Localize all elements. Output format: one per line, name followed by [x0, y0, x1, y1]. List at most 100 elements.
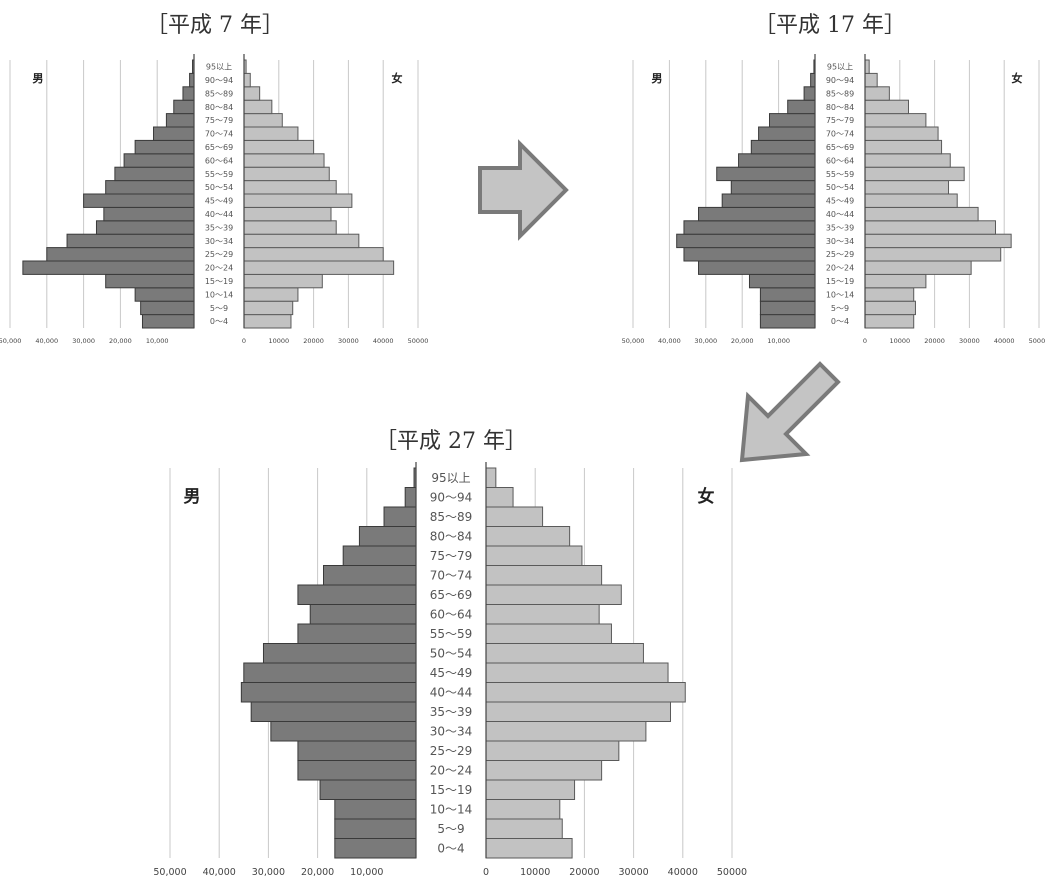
male-bar	[769, 113, 816, 128]
age-label: 35～39	[826, 223, 854, 232]
age-label: 5～9	[437, 822, 464, 836]
female-label: 女	[392, 71, 403, 85]
male-tick-label: 50,000	[0, 337, 21, 345]
male-tick-label: 40,000	[203, 867, 236, 876]
age-label: 50～54	[826, 183, 854, 192]
female-bar	[243, 314, 292, 329]
female-bar	[864, 206, 979, 222]
male-bar	[134, 139, 195, 155]
male-bar	[297, 623, 417, 644]
age-label: 30～34	[826, 237, 854, 246]
age-label: 70～74	[826, 130, 854, 139]
male-bar	[153, 126, 195, 141]
age-label: 95以上	[206, 63, 232, 72]
age-label: 35～39	[205, 223, 233, 232]
age-label: 80～84	[430, 530, 473, 544]
female-bar	[243, 153, 325, 168]
age-label: 10～14	[205, 290, 233, 299]
female-tick-label: 30000	[959, 337, 980, 345]
male-tick-label: 50,000	[153, 867, 186, 876]
female-tick-label: 0	[483, 867, 489, 876]
age-label: 5～9	[831, 304, 849, 313]
male-bar	[698, 206, 816, 222]
age-label: 40～44	[430, 686, 473, 700]
male-bar	[165, 113, 195, 128]
age-label: 60～64	[826, 156, 854, 165]
female-tick-label: 20000	[924, 337, 945, 345]
female-bar	[243, 139, 315, 155]
age-label: 60～64	[430, 608, 473, 622]
male-tick-label: 20,000	[109, 337, 132, 345]
female-tick-label: 50000	[1029, 337, 1045, 345]
pyramid-chart-1995: ［平成 7 年］ 0～4 5～9 10～14 15～19 20～24 25～29 30～34 3…	[0, 13, 429, 345]
male-bar	[134, 287, 195, 302]
male-bar	[123, 153, 195, 168]
age-label: 70～74	[205, 130, 233, 139]
female-tick-label: 50000	[408, 337, 429, 345]
female-tick-label: 0	[242, 337, 246, 345]
age-label: 40～44	[826, 210, 854, 219]
male-tick-label: 10,000	[146, 337, 169, 345]
age-label: 50～54	[205, 183, 233, 192]
female-bar	[243, 86, 261, 101]
female-bar	[485, 760, 603, 781]
female-tick-label: 40000	[668, 867, 698, 876]
female-tick-label: 20000	[303, 337, 324, 345]
male-bar	[297, 740, 417, 761]
male-label: 男	[184, 487, 201, 507]
female-bar	[243, 72, 251, 88]
male-bar	[103, 206, 195, 222]
female-bar	[864, 247, 1002, 262]
down-left-arrow-icon	[739, 361, 841, 463]
male-bar	[189, 72, 195, 88]
female-bar	[864, 193, 958, 208]
male-bar	[114, 166, 195, 182]
female-bar	[243, 220, 337, 235]
female-bar	[243, 233, 360, 249]
male-bar	[334, 818, 417, 839]
age-label: 90～94	[826, 76, 854, 85]
female-bar	[864, 220, 996, 235]
female-bar	[485, 584, 622, 605]
male-tick-label: 10,000	[350, 867, 383, 876]
age-label: 15～19	[826, 277, 854, 286]
male-bar	[297, 760, 417, 781]
female-bar	[485, 506, 544, 527]
age-label: 30～34	[430, 725, 473, 739]
age-label: 20～24	[430, 764, 473, 778]
female-bar	[243, 247, 384, 262]
male-label: 男	[33, 72, 44, 85]
female-tick-label: 10000	[268, 337, 289, 345]
male-tick-label: 30,000	[252, 867, 285, 876]
age-label: 15～19	[430, 783, 473, 797]
male-bar	[46, 247, 195, 262]
male-bar	[323, 565, 417, 586]
male-tick-label: 20,000	[301, 867, 334, 876]
age-label: 15～19	[205, 277, 233, 286]
male-bar	[342, 545, 417, 566]
female-bar	[243, 300, 294, 316]
male-bar	[730, 180, 816, 195]
age-label: 50～54	[430, 647, 473, 661]
male-tick-label: 50,000	[622, 337, 645, 345]
age-label: 5～9	[210, 304, 228, 313]
age-label: 55～59	[205, 170, 233, 179]
male-bar	[243, 662, 417, 683]
male-bar	[748, 273, 816, 289]
female-bar	[243, 126, 299, 141]
male-bar	[759, 300, 816, 316]
female-bar	[485, 701, 671, 722]
age-label: 85～89	[826, 89, 854, 98]
female-tick-label: 10000	[889, 337, 910, 345]
male-bar	[319, 779, 417, 800]
female-bar	[243, 260, 395, 275]
male-bar	[140, 300, 195, 316]
male-tick-label: 40,000	[35, 337, 58, 345]
age-label: 65～69	[430, 588, 473, 602]
female-bar	[864, 59, 870, 74]
male-tick-label: 20,000	[731, 337, 754, 345]
male-tick-label: 10,000	[767, 337, 790, 345]
female-bar	[485, 838, 573, 859]
female-bar	[243, 206, 332, 222]
female-bar	[864, 72, 878, 88]
